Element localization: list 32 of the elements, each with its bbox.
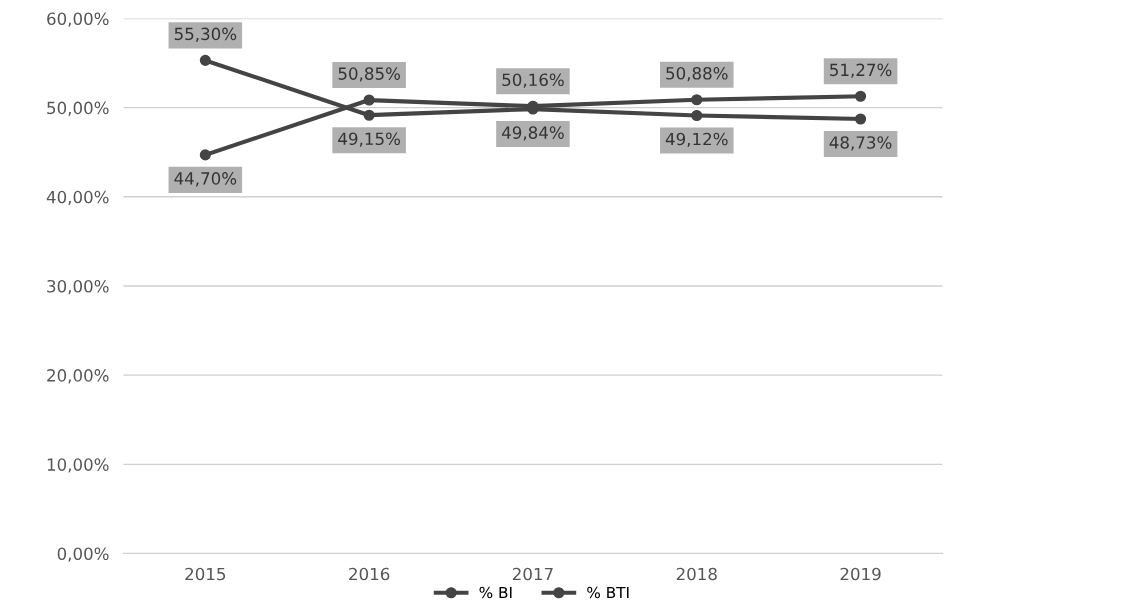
legend-label: % BI bbox=[479, 586, 512, 599]
y-tick-label: 0,00% bbox=[57, 547, 109, 562]
x-tick-label: 2017 bbox=[512, 567, 553, 581]
data-label: 50,88% bbox=[666, 67, 728, 82]
point bbox=[199, 54, 211, 66]
x-tick-label: 2018 bbox=[676, 567, 717, 581]
data-label: 50,16% bbox=[502, 73, 564, 88]
y-tick-label: 60,00% bbox=[47, 12, 109, 27]
data-label: 55,30% bbox=[174, 27, 237, 42]
point bbox=[363, 94, 375, 106]
point bbox=[363, 109, 375, 121]
y-tick-label: 20,00% bbox=[47, 369, 109, 384]
y-tick-label: 30,00% bbox=[47, 279, 109, 295]
data-label: 51,27% bbox=[830, 63, 892, 78]
y-tick-label: 10,00% bbox=[47, 458, 109, 473]
data-label: 48,73% bbox=[829, 136, 892, 151]
x-tick-label: 2016 bbox=[349, 567, 390, 581]
x-tick-label: 2015 bbox=[185, 567, 226, 581]
legend-label: % BTI bbox=[587, 586, 629, 599]
y-tick-label: 50,00% bbox=[47, 101, 109, 116]
x-tick-label: 2019 bbox=[840, 567, 881, 581]
point bbox=[691, 94, 703, 106]
data-label: 49,84% bbox=[501, 126, 564, 141]
data-label: 49,12% bbox=[665, 132, 728, 148]
data-label: 44,70% bbox=[174, 172, 237, 187]
point bbox=[199, 149, 211, 161]
y-tick-label: 40,00% bbox=[46, 190, 109, 206]
point bbox=[855, 90, 867, 102]
point bbox=[855, 113, 867, 125]
data-label: 49,15% bbox=[338, 132, 400, 147]
data-label: 50,85% bbox=[338, 67, 400, 82]
point bbox=[691, 109, 703, 122]
